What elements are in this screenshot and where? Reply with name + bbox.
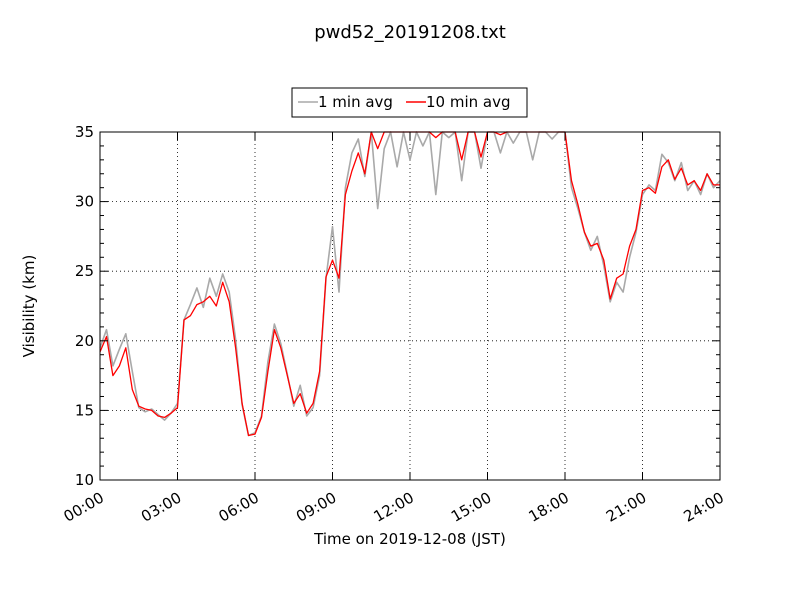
x-axis-label: Time on 2019-12-08 (JST) bbox=[313, 530, 506, 548]
x-tick-label: 21:00 bbox=[603, 489, 649, 526]
y-tick-label: 25 bbox=[75, 262, 94, 280]
legend: 1 min avg 10 min avg bbox=[291, 87, 528, 118]
legend-label-1-min-avg: 1 min avg bbox=[318, 93, 393, 111]
grid-layer bbox=[100, 132, 720, 480]
x-tick-label: 18:00 bbox=[526, 489, 572, 526]
chart-title: pwd52_20191208.txt bbox=[314, 22, 506, 43]
y-tick-label: 15 bbox=[75, 401, 94, 419]
series-line-1-min-avg bbox=[99, 131, 721, 437]
y-tick-label: 30 bbox=[75, 193, 94, 211]
y-tick-label: 10 bbox=[75, 471, 94, 489]
x-tick-label: 15:00 bbox=[448, 489, 494, 526]
x-tick-label: 24:00 bbox=[681, 489, 727, 526]
y-tick-label: 20 bbox=[75, 332, 94, 350]
plot-area: 10 15 20 25 30 35 00:00 03:00 06:00 09:00 12:00 15:… bbox=[61, 123, 727, 526]
x-tick-label: 03:00 bbox=[138, 489, 184, 526]
y-tick-label: 35 bbox=[75, 123, 94, 141]
x-tick-label: 00:00 bbox=[61, 489, 107, 526]
x-tick-label: 09:00 bbox=[293, 489, 339, 526]
x-tick-label: 12:00 bbox=[371, 489, 417, 526]
x-tick-label: 06:00 bbox=[216, 489, 262, 526]
legend-label-10-min-avg: 10 min avg bbox=[426, 93, 511, 111]
y-axis-label: Visibility (km) bbox=[20, 255, 38, 358]
